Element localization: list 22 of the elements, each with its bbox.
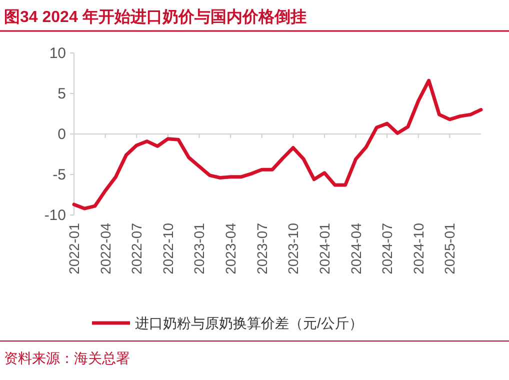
line-series [72,78,483,210]
x-tick-label: 2024-07 [379,222,396,274]
x-tick-label: 2024-01 [316,222,332,274]
x-tick-label: 2022-10 [160,222,176,274]
x-tick-label: 2024-10 [410,222,426,274]
y-tick-label: 10 [49,45,66,62]
legend-label: 进口奶粉与原奶换算价差（元/公斤） [135,315,363,331]
x-tick-label: 2024-04 [348,222,364,274]
y-tick-label: -5 [52,166,66,184]
x-tick-label: 2023-01 [191,222,208,274]
x-tick-label: 2022-01 [66,222,82,274]
y-tick-label: 5 [58,86,66,102]
x-tick-label: 2023-04 [222,222,239,274]
text: 资料来源：海关总署 [4,350,130,366]
y-tick-label: -10 [44,207,66,224]
y-tick-label: 0 [58,126,66,143]
x-tick-label: 2022-07 [128,222,145,274]
chart-title: 图34 2024 年开始进口奶价与国内价格倒挂 [4,8,306,26]
x-tick-label: 2023-07 [254,222,270,274]
x-tick-label: 2023-10 [285,222,302,274]
x-tick-label: 2025-01 [442,222,458,274]
x-tick-label: 2022-04 [97,222,114,274]
